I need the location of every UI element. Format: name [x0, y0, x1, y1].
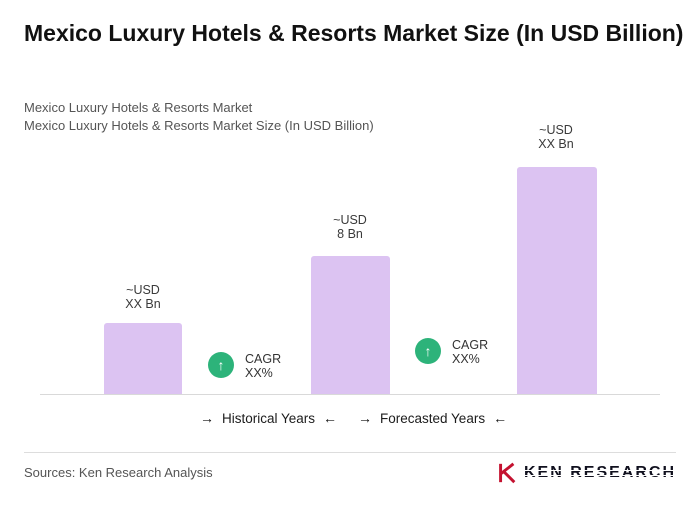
cagr-badge-1: CAGR XX%: [245, 352, 281, 380]
right-arrow-icon: →: [200, 410, 214, 426]
footer-divider: [24, 452, 676, 453]
bar-label-line: XX Bn: [125, 297, 161, 311]
ken-research-logo-text: KEN RESEARCH: [523, 464, 677, 481]
legend-historical-years: → Historical Years ←: [200, 410, 337, 426]
bar-historical: [104, 323, 182, 395]
bar-label-line: XX Bn: [538, 137, 574, 151]
subtitle-line-1: Mexico Luxury Hotels & Resorts Market: [24, 100, 253, 115]
right-arrow-icon: →: [358, 410, 372, 426]
growth-up-arrow-icon: ↑: [208, 352, 234, 378]
left-arrow-icon: ←: [323, 410, 338, 426]
bar-label-line: ~USD: [333, 213, 367, 227]
up-arrow-glyph: ↑: [424, 343, 432, 359]
legend-label: Forecasted Years: [380, 410, 486, 426]
legend-forecasted-years: → Forecasted Years ←: [358, 410, 507, 426]
page-title: Mexico Luxury Hotels & Resorts Market Si…: [24, 20, 684, 46]
cagr-value: XX%: [245, 366, 273, 380]
bar-mid: [311, 256, 390, 395]
subtitle-line-2: Mexico Luxury Hotels & Resorts Market Si…: [24, 118, 374, 133]
bar-forecast: [517, 167, 597, 395]
bar-label-forecast: ~USD XX Bn: [496, 123, 616, 151]
cagr-label: CAGR: [245, 352, 282, 366]
up-arrow-glyph: ↑: [217, 357, 225, 373]
bar-label-line: ~USD: [539, 123, 573, 137]
growth-up-arrow-icon: ↑: [415, 338, 441, 364]
legend-label: Historical Years: [222, 410, 316, 426]
sources-note: Sources: Ken Research Analysis: [24, 465, 213, 480]
ken-research-logo-k-icon: [499, 462, 516, 484]
left-arrow-icon: ←: [493, 410, 508, 426]
cagr-value: XX%: [452, 352, 480, 366]
cagr-badge-2: CAGR XX%: [452, 338, 488, 366]
bar-label-historical: ~USD XX Bn: [83, 283, 203, 311]
bar-label-mid: ~USD 8 Bn: [290, 213, 410, 241]
cagr-label: CAGR: [452, 338, 489, 352]
bar-label-line: ~USD: [126, 283, 160, 297]
x-axis-line: [40, 394, 660, 395]
ken-research-logo: KEN RESEARCH: [496, 462, 677, 484]
bar-label-line: 8 Bn: [337, 227, 363, 241]
